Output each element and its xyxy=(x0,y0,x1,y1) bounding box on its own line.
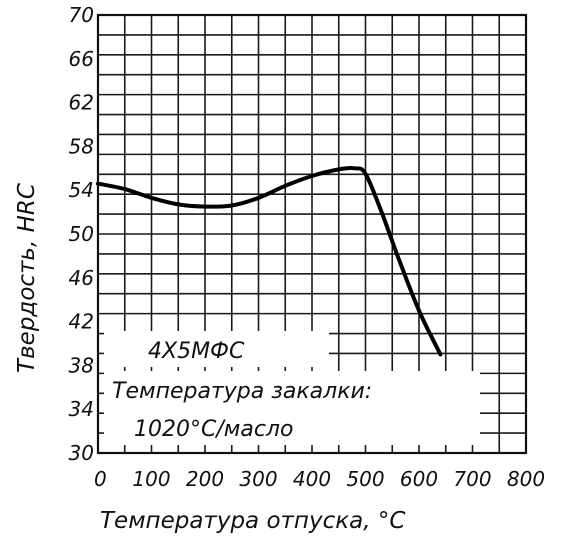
x-tick-label: 400 xyxy=(293,467,331,491)
x-tick-label: 200 xyxy=(186,467,224,491)
y-tick-label: 42 xyxy=(69,310,94,334)
x-tick-labels: 0 100 200 300 400 500 600 700 800 xyxy=(94,467,545,491)
y-tick-label: 46 xyxy=(69,266,94,290)
steel-grade-label: 4Х5МФС xyxy=(148,339,245,364)
y-tick-label: 50 xyxy=(69,222,94,246)
annotation-quench: Температура закалки: 1020°С/масло xyxy=(104,371,480,445)
plot-frame xyxy=(96,13,528,455)
y-tick-labels: 30 34 38 42 46 50 54 58 62 66 70 xyxy=(69,3,94,465)
quench-box xyxy=(104,371,480,445)
x-tick-label: 0 xyxy=(94,467,107,491)
y-tick-label: 38 xyxy=(69,353,94,377)
y-tick-label: 30 xyxy=(69,441,94,465)
y-axis-title: Твердость, HRC xyxy=(14,183,40,373)
steel-grade-box xyxy=(104,331,329,367)
x-axis-title: Температура отпуска, °С xyxy=(100,508,405,534)
y-tick-label: 66 xyxy=(69,47,94,71)
y-tick-label: 34 xyxy=(69,397,94,421)
hardness-curve xyxy=(96,165,443,357)
annotation-steel-grade: 4Х5МФС xyxy=(104,331,329,367)
y-tick-label: 70 xyxy=(69,3,94,27)
x-tick-label: 300 xyxy=(239,467,277,491)
x-tick-label: 600 xyxy=(400,467,438,491)
y-tick-label: 58 xyxy=(69,134,94,158)
quench-label-line1: Температура закалки: xyxy=(112,379,372,404)
y-tick-label: 62 xyxy=(69,91,94,115)
x-tick-label: 700 xyxy=(453,467,491,491)
x-tick-label: 500 xyxy=(346,467,384,491)
x-tick-label: 100 xyxy=(132,467,170,491)
quench-label-line2: 1020°С/масло xyxy=(134,417,293,442)
y-tick-label: 54 xyxy=(69,178,94,202)
series-layer xyxy=(96,165,443,357)
x-tick-label: 800 xyxy=(507,467,545,491)
